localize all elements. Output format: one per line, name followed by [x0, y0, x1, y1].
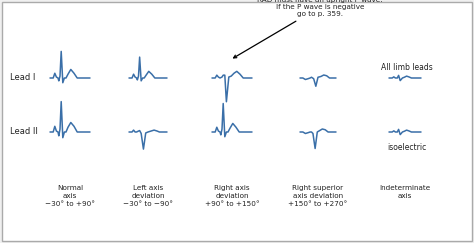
- Text: Left axis
deviation
−30° to −90°: Left axis deviation −30° to −90°: [123, 185, 173, 207]
- Text: Right axis
deviation
+90° to +150°: Right axis deviation +90° to +150°: [205, 185, 259, 207]
- Text: Lead II: Lead II: [10, 128, 38, 137]
- Text: Normal
axis
−30° to +90°: Normal axis −30° to +90°: [45, 185, 95, 207]
- Text: Right superior
axis deviation
+150° to +270°: Right superior axis deviation +150° to +…: [288, 185, 347, 207]
- Text: isoelectric: isoelectric: [387, 144, 427, 153]
- Text: RAD must have an upright P wave.
If the P wave is negative
go to p. 359.: RAD must have an upright P wave. If the …: [234, 0, 383, 58]
- Text: All limb leads: All limb leads: [381, 63, 433, 72]
- Text: Indeterminate
axis: Indeterminate axis: [379, 185, 430, 199]
- Text: Lead I: Lead I: [10, 73, 36, 83]
